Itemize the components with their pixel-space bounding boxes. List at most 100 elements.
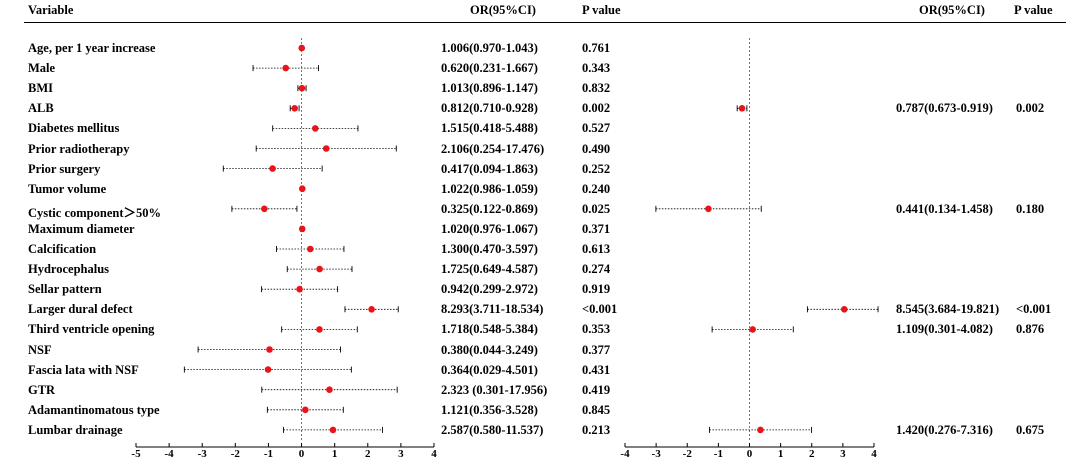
p-univariate: 0.240 [582,181,611,196]
table-row: Cystic component＞50% 0.325(0.122-0.869) 0.… [0,199,1080,220]
uni-point [306,245,314,253]
variable-label: ALB [28,101,54,116]
p-univariate: 0.377 [582,342,611,357]
uni-tick-label: -4 [165,448,175,460]
multi-point [757,426,764,434]
uni-tick-label: -2 [231,448,241,460]
p-univariate: 0.002 [582,101,611,116]
p-univariate: 0.919 [582,282,611,297]
or-multivariate: 0.441(0.134-1.458) [896,201,993,216]
p-univariate: 0.343 [582,61,611,76]
p-univariate: 0.613 [582,242,611,256]
variable-label: Lumbar drainage [28,422,123,437]
table-row: BMI 1.013(0.896-1.147) 0.832 [0,78,1080,98]
uni-point [329,426,337,434]
table-row: Larger dural defect 8.293(3.711-18.534) <0… [0,299,1080,319]
variable-label: Calcification [28,242,97,256]
header-variable: Variable [28,3,74,17]
multi-point [840,306,848,313]
p-multivariate: 0.180 [1016,201,1045,216]
uni-point [316,326,323,333]
or-univariate: 1.013(0.896-1.147) [441,81,538,96]
uni-tick-label: 2 [365,448,371,460]
header-or-univariate: OR(95%CI) [470,3,536,17]
uni-point [298,84,306,92]
variable-label: Prior surgery [28,161,101,176]
p-univariate: 0.274 [582,262,611,277]
uni-tick-label: 4 [431,448,437,460]
or-univariate: 0.812(0.710-0.928) [441,101,538,116]
table-row: Adamantinomatous type 1.121(0.356-3.528) 0… [0,400,1080,420]
multi-tick-label: 2 [809,448,815,460]
or-multivariate: 8.545(3.684-19.821) [896,302,1000,317]
p-univariate: 0.761 [582,41,611,55]
multi-point [738,105,746,112]
p-multivariate: 0.002 [1016,101,1045,116]
header-p-multivariate: P value [1014,3,1053,17]
or-univariate: 1.020(0.976-1.067) [441,221,538,236]
uni-point [296,285,303,293]
header-rule [24,22,1066,23]
uni-tick-label: -3 [198,448,208,460]
p-multivariate: 0.876 [1016,322,1045,337]
uni-tick-label: 1 [332,448,338,460]
or-univariate: 0.325(0.122-0.869) [441,201,538,216]
or-univariate: 2.587(0.580-11.537) [441,422,544,437]
table-row: Prior radiotherapy 2.106(0.254-17.476) 0.4… [0,139,1080,159]
or-univariate: 2.323 (0.301-17.956) [441,382,548,397]
variable-label: GTR [28,382,56,397]
uni-tick-label: 3 [398,448,404,460]
p-multivariate: <0.001 [1016,302,1052,317]
multi-tick-label: 4 [871,448,877,460]
or-univariate: 2.106(0.254-17.476) [441,141,545,156]
table-row: Third ventricle opening 1.718(0.548-5.384… [0,319,1080,339]
uni-point [282,64,290,72]
table-row: GTR 2.323 (0.301-17.956) 0.419 [0,380,1080,400]
p-univariate: 0.845 [582,402,611,417]
multi-tick-label: -1 [714,448,723,460]
variable-label: Adamantinomatous type [28,402,160,417]
p-univariate: 0.431 [582,362,611,377]
or-univariate: 0.942(0.299-2.972) [441,282,538,297]
or-univariate: 0.380(0.044-3.249) [441,342,538,357]
or-univariate: 1.718(0.548-5.384) [441,322,538,337]
multi-tick-label: -3 [652,448,662,460]
multi-point [749,326,757,333]
p-multivariate: 0.675 [1016,422,1045,437]
uni-tick-label: 0 [299,448,305,460]
variable-label: NSF [28,342,52,357]
table-row: ALB 0.812(0.710-0.928) 0.002 0.787(0.673-0.… [0,98,1080,118]
or-multivariate: 0.787(0.673-0.919) [896,101,993,116]
variable-label: Third ventricle opening [28,322,155,337]
p-univariate: 0.419 [582,382,611,397]
p-univariate: 0.025 [582,201,611,216]
uni-point [302,406,309,414]
variable-label: Fascia lata with NSF [28,362,139,377]
multi-tick-label: 3 [840,448,846,460]
multi-tick-label: 1 [778,448,784,460]
uni-point [311,125,319,132]
header-p-univariate: P value [582,3,621,17]
or-univariate: 0.620(0.231-1.667) [441,61,538,76]
table-row: Fascia lata with NSF 0.364(0.029-4.501) 0.… [0,360,1080,380]
variable-label: Age, per 1 year increase [28,41,156,55]
table-row: Calcification 1.300(0.470-3.597) 0.613 [0,239,1080,259]
p-univariate: 0.490 [582,141,611,156]
uni-tick-label: -1 [264,448,273,460]
p-univariate: 0.252 [582,161,611,176]
or-univariate: 1.515(0.418-5.488) [441,121,538,136]
p-univariate: 0.527 [582,121,611,136]
variable-label: Sellar pattern [28,282,102,297]
header-or-multivariate: OR(95%CI) [919,3,985,17]
variable-label: Male [28,61,56,76]
variable-label: BMI [28,81,53,96]
uni-tick-label: -5 [131,448,141,460]
uni-point [298,225,306,233]
uni-point [322,145,330,152]
p-univariate: 0.371 [582,221,611,236]
uni-point [264,366,272,373]
or-univariate: 0.364(0.029-4.501) [441,362,538,377]
variable-label: Larger dural defect [28,302,133,317]
multi-tick-label: -2 [683,448,693,460]
or-univariate: 0.417(0.094-1.863) [441,161,538,176]
